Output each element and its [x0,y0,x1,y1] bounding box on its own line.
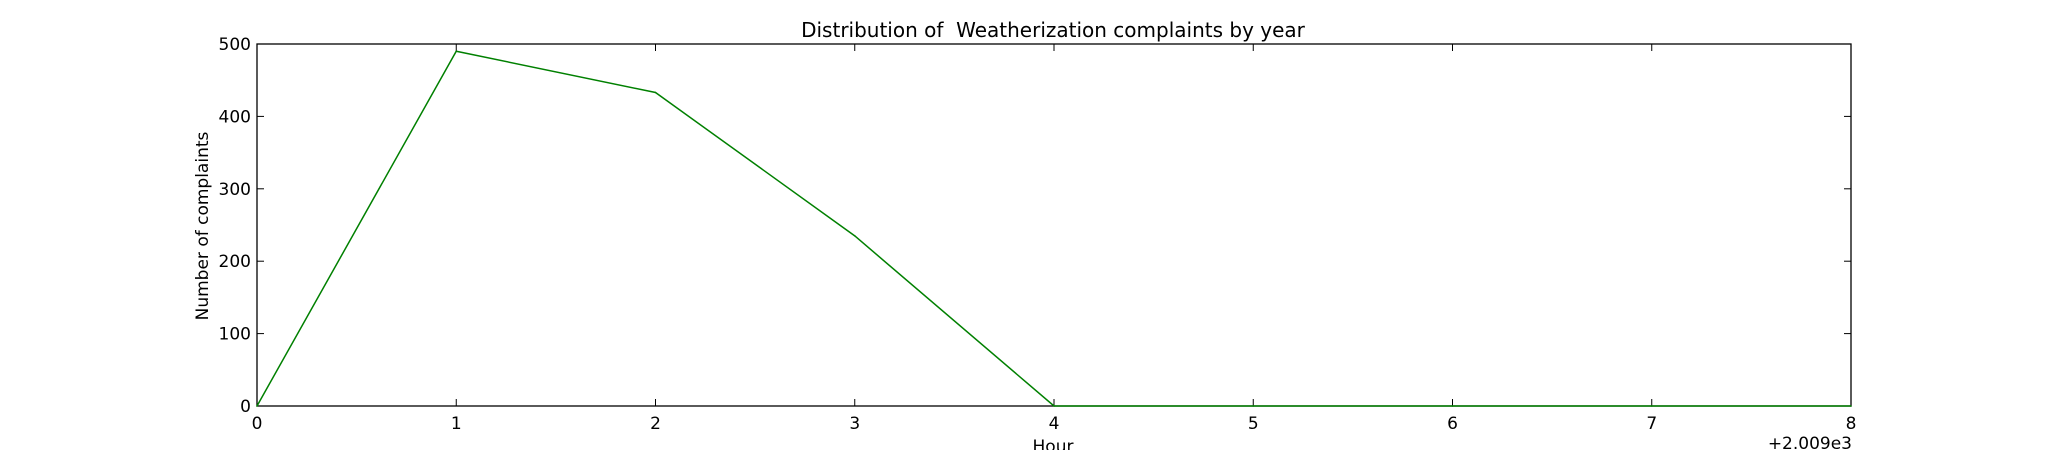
x-axis-label: Hour [1033,437,1074,450]
x-tick-label: 5 [1248,414,1259,434]
x-tick-label: 4 [1049,414,1060,434]
series-line [256,50,1851,407]
y-axis-label: Number of complaints [193,131,213,320]
y-tick-label: 0 [240,397,251,417]
data-point [455,50,458,53]
data-point [1053,405,1055,407]
x-tick-label: 0 [252,414,263,434]
x-tick-label: 2 [650,414,661,434]
x-tick-label: 3 [849,414,860,434]
x-tick-label: 7 [1646,414,1657,434]
y-tick-label: 200 [219,252,251,272]
data-point [1252,405,1255,407]
y-tick-label: 300 [219,180,251,200]
data-point [853,235,856,237]
plot-frame [256,43,1852,407]
plot-area: 0 1 2 3 4 5 6 7 8 0 100 200 300 400 500 [219,35,1857,434]
x-tick-label: 1 [451,414,462,434]
x-axis-offset-label: +2.009e3 [1768,434,1852,450]
x-tick-label: 6 [1447,414,1458,434]
data-point [1451,405,1454,407]
data-point [1850,405,1852,407]
data-point [1650,405,1653,407]
y-tick-label: 400 [219,107,251,127]
y-tick-label: 100 [219,325,251,345]
x-tick-label: 8 [1846,414,1857,434]
y-tick-label: 500 [219,35,251,55]
data-point [654,91,657,94]
data-point [256,405,258,407]
chart-title: Distribution of Weatherization complaint… [801,18,1306,42]
